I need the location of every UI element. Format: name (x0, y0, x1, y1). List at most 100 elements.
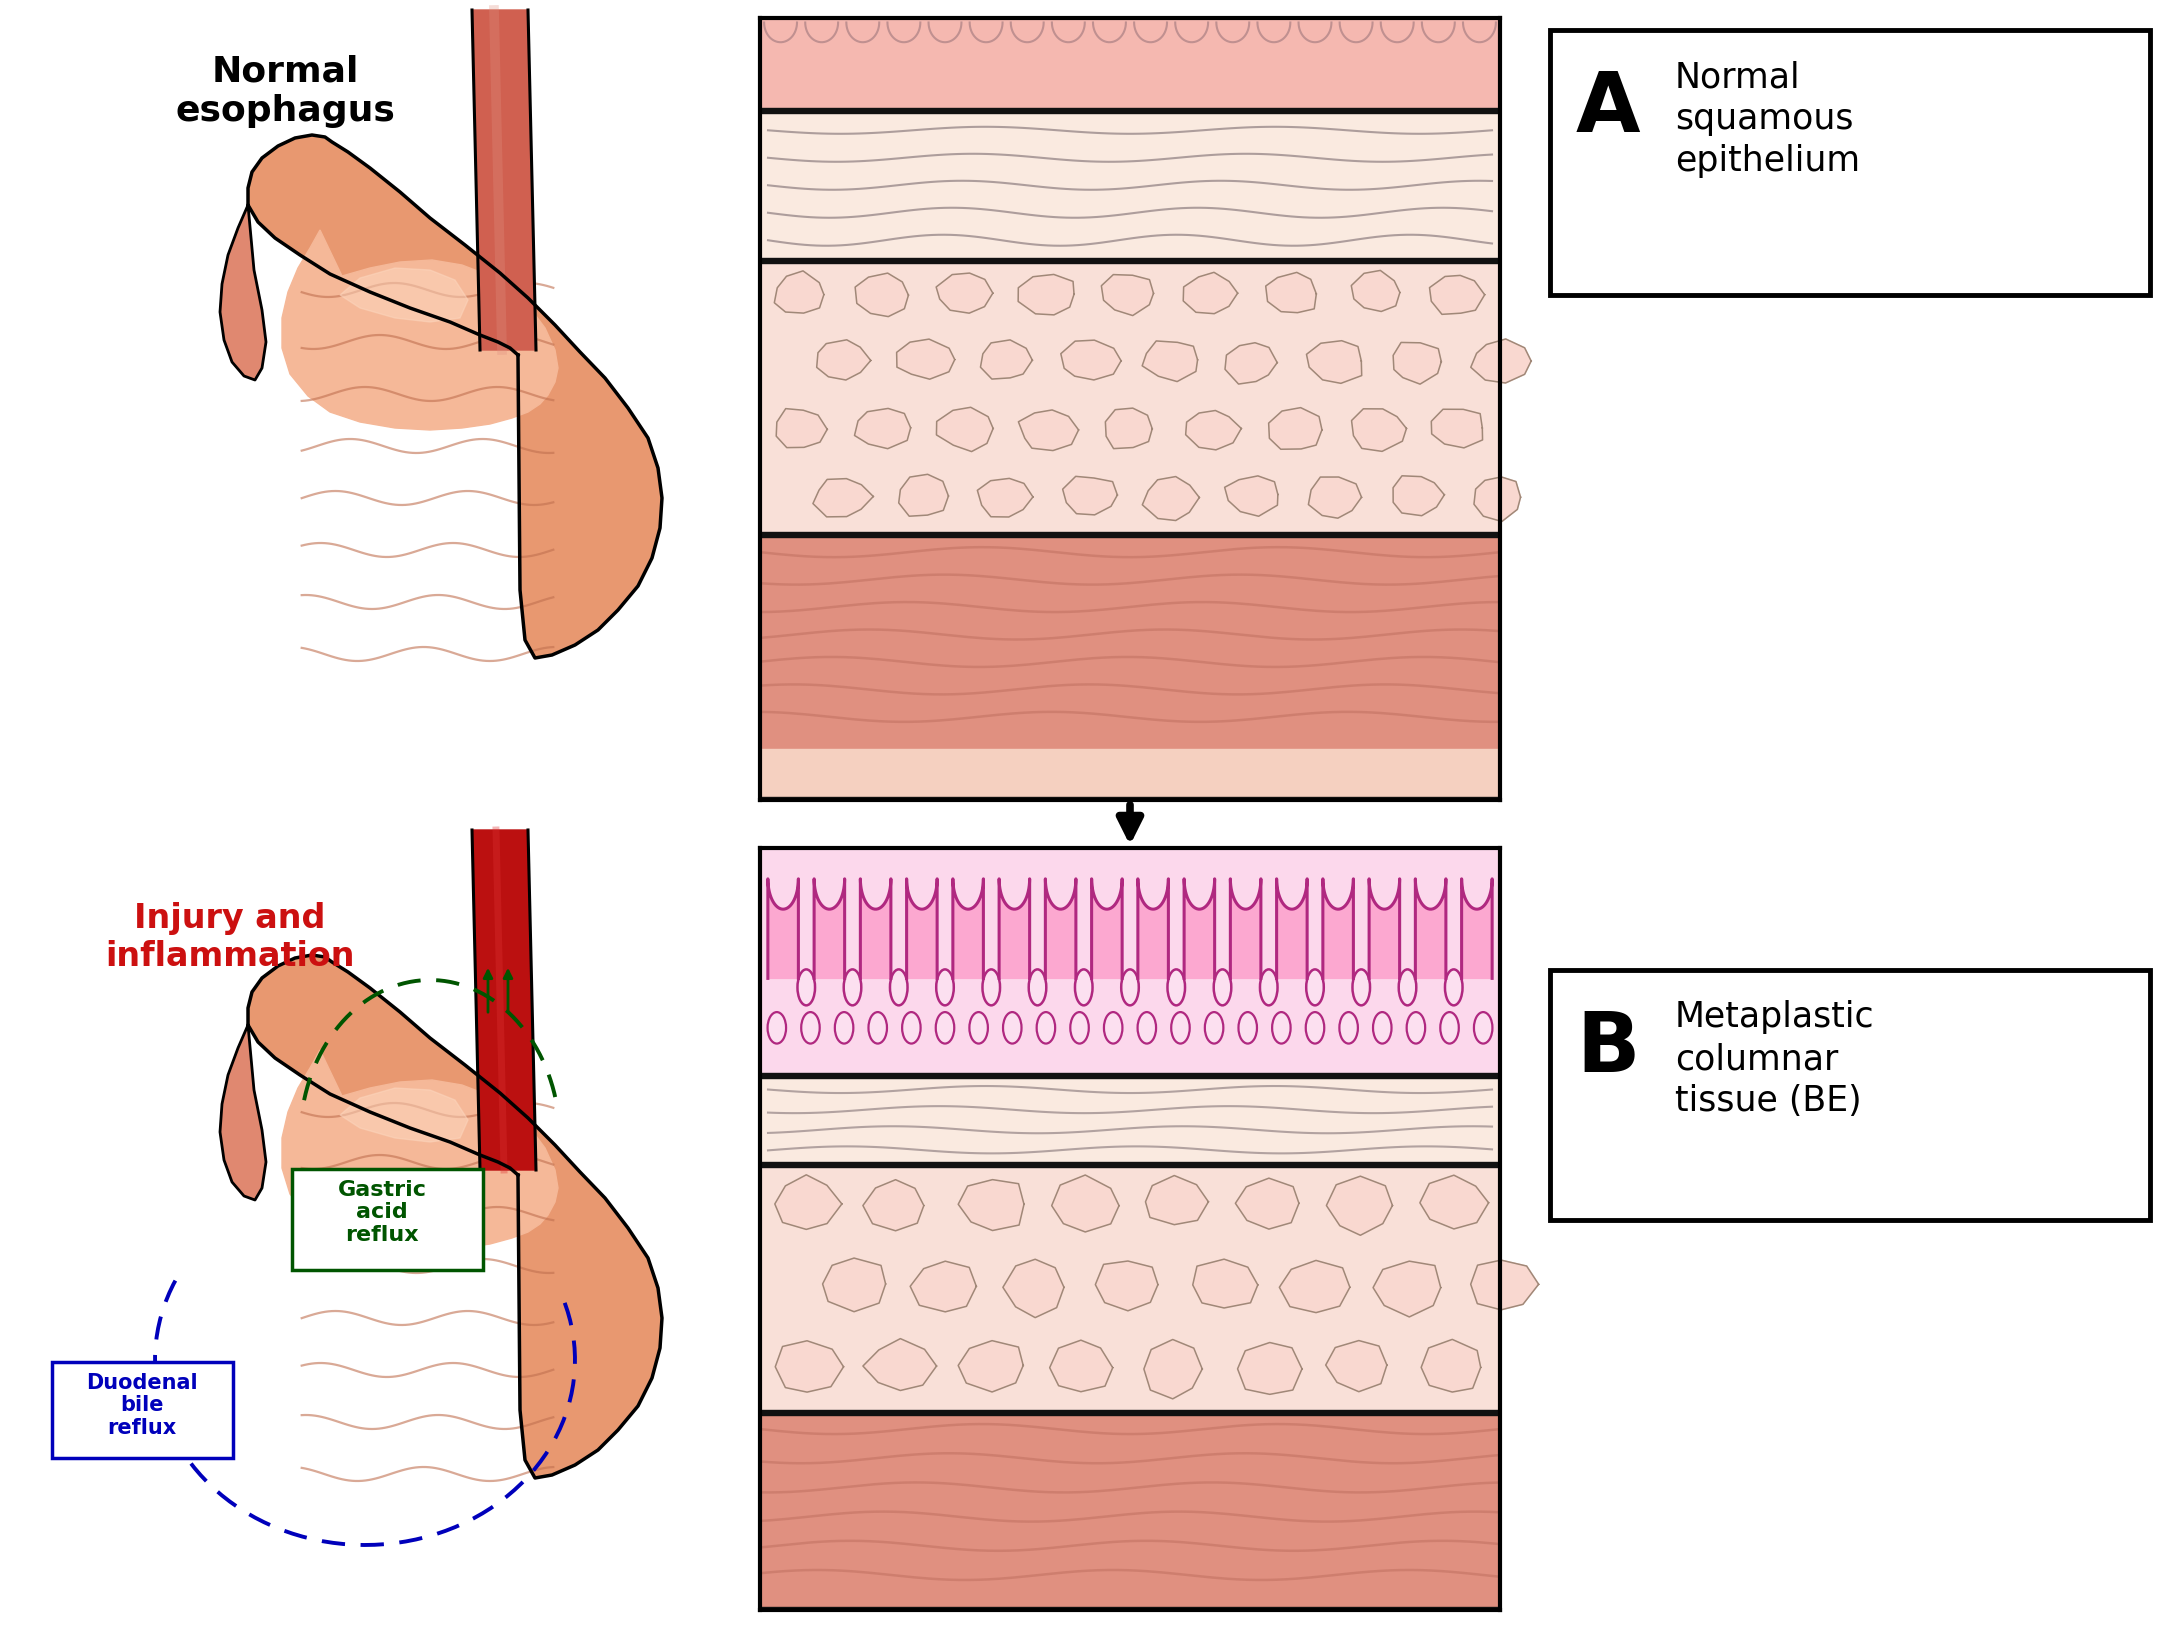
Polygon shape (759, 258, 1499, 263)
Polygon shape (1137, 880, 1167, 978)
Ellipse shape (936, 969, 954, 1005)
FancyBboxPatch shape (292, 1169, 482, 1270)
Ellipse shape (982, 969, 999, 1005)
Ellipse shape (1213, 969, 1231, 1005)
Ellipse shape (936, 1012, 954, 1043)
Polygon shape (999, 880, 1030, 978)
Polygon shape (954, 880, 984, 978)
Polygon shape (759, 18, 1499, 108)
Polygon shape (1093, 18, 1126, 42)
Polygon shape (1194, 1260, 1257, 1307)
Polygon shape (1392, 343, 1442, 384)
Polygon shape (1309, 477, 1362, 519)
Ellipse shape (1440, 1012, 1460, 1043)
Polygon shape (759, 1410, 1499, 1415)
Polygon shape (1368, 880, 1399, 978)
Ellipse shape (801, 1012, 820, 1043)
Ellipse shape (868, 1012, 886, 1043)
Ellipse shape (1076, 969, 1093, 1005)
Polygon shape (1268, 408, 1322, 449)
Polygon shape (1052, 1175, 1119, 1232)
Ellipse shape (890, 969, 908, 1005)
Polygon shape (759, 849, 1499, 1611)
Polygon shape (1475, 477, 1521, 522)
Polygon shape (816, 339, 871, 380)
Ellipse shape (1407, 1012, 1425, 1043)
Polygon shape (1298, 18, 1331, 42)
Polygon shape (1322, 880, 1353, 978)
FancyBboxPatch shape (52, 1363, 233, 1457)
Polygon shape (1183, 273, 1237, 313)
Polygon shape (862, 1338, 936, 1390)
Polygon shape (777, 408, 827, 447)
Polygon shape (775, 271, 825, 313)
Ellipse shape (1172, 1012, 1189, 1043)
Polygon shape (1372, 1262, 1440, 1317)
Ellipse shape (1204, 1012, 1224, 1043)
Polygon shape (1416, 880, 1447, 978)
Polygon shape (1185, 411, 1242, 450)
Polygon shape (759, 1072, 1499, 1077)
Polygon shape (1091, 880, 1122, 978)
Polygon shape (1019, 274, 1074, 315)
Polygon shape (1429, 276, 1484, 315)
Text: Gastric
acid
reflux: Gastric acid reflux (338, 1180, 425, 1245)
Polygon shape (759, 537, 1499, 749)
Ellipse shape (1259, 969, 1276, 1005)
Polygon shape (1431, 410, 1482, 447)
Polygon shape (897, 339, 956, 379)
Ellipse shape (1340, 1012, 1357, 1043)
Ellipse shape (901, 1012, 921, 1043)
Polygon shape (978, 478, 1032, 517)
Polygon shape (764, 18, 796, 42)
Polygon shape (930, 18, 962, 42)
Polygon shape (1235, 1178, 1298, 1229)
Polygon shape (281, 230, 559, 429)
Text: A: A (1575, 69, 1641, 149)
Polygon shape (1224, 343, 1276, 384)
Polygon shape (936, 408, 993, 452)
Polygon shape (1050, 1340, 1113, 1392)
Polygon shape (860, 880, 890, 978)
Text: B: B (1575, 1009, 1639, 1089)
Polygon shape (1176, 18, 1209, 42)
Ellipse shape (1272, 1012, 1290, 1043)
Ellipse shape (1028, 969, 1047, 1005)
Polygon shape (1095, 1262, 1159, 1310)
Polygon shape (1462, 18, 1497, 42)
Ellipse shape (796, 969, 816, 1005)
Ellipse shape (1305, 1012, 1324, 1043)
Polygon shape (759, 18, 1499, 800)
Polygon shape (1327, 1177, 1392, 1235)
Polygon shape (958, 1340, 1023, 1392)
Polygon shape (1279, 1260, 1351, 1312)
Bar (1549, 29, 2149, 295)
Polygon shape (759, 113, 1499, 258)
Polygon shape (281, 1049, 559, 1250)
Ellipse shape (1353, 969, 1370, 1005)
Ellipse shape (836, 1012, 853, 1043)
Polygon shape (1471, 339, 1532, 384)
Polygon shape (1351, 408, 1407, 452)
Polygon shape (1010, 18, 1043, 42)
Polygon shape (220, 1025, 266, 1200)
Polygon shape (768, 880, 799, 978)
Polygon shape (862, 1180, 923, 1231)
Polygon shape (340, 268, 467, 322)
Polygon shape (759, 1415, 1499, 1611)
Polygon shape (1063, 477, 1117, 514)
Polygon shape (759, 108, 1499, 113)
Ellipse shape (969, 1012, 988, 1043)
Polygon shape (775, 1175, 842, 1229)
Ellipse shape (1444, 969, 1462, 1005)
Polygon shape (1231, 880, 1261, 978)
Polygon shape (1351, 271, 1401, 312)
Polygon shape (1327, 1340, 1388, 1392)
Polygon shape (759, 749, 1499, 800)
Polygon shape (814, 478, 873, 517)
Ellipse shape (1071, 1012, 1089, 1043)
Polygon shape (814, 880, 844, 978)
Polygon shape (899, 475, 949, 516)
Ellipse shape (1004, 1012, 1021, 1043)
Polygon shape (823, 1258, 886, 1312)
